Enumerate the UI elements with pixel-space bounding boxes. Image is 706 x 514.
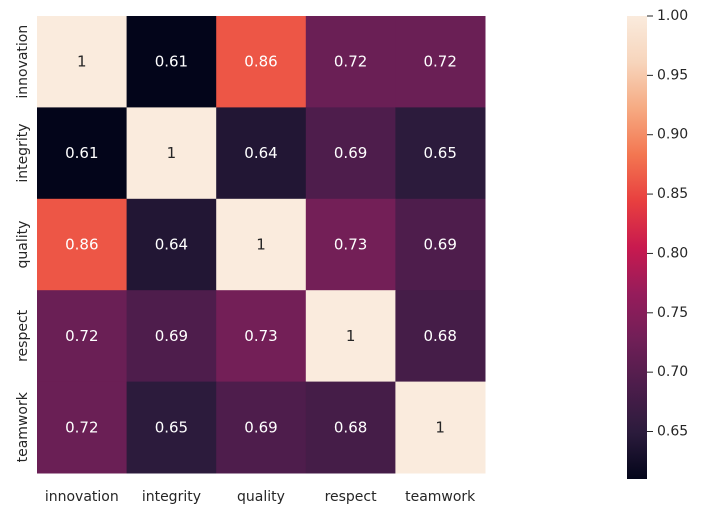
heatmap-cell-teamwork-integrity <box>126 381 217 474</box>
cell-value-label: 1 <box>167 144 177 162</box>
cell-value-label: 0.68 <box>334 418 367 436</box>
row-tick-label: integrity <box>15 124 31 183</box>
colorbar-tick-label: 0.75 <box>657 305 688 321</box>
cell-value-label: 0.64 <box>155 236 188 254</box>
cell-value-label: 0.61 <box>155 53 188 71</box>
heatmap-cell-respect-teamwork <box>395 290 486 383</box>
colorbar-tick-label: 0.85 <box>657 186 688 202</box>
row-tick-label: innovation <box>15 25 31 99</box>
heatmap-cell-integrity-integrity <box>126 107 217 200</box>
heatmap-cells <box>37 16 486 474</box>
heatmap-cell-integrity-innovation <box>37 107 128 200</box>
column-tick-label: integrity <box>142 489 201 505</box>
heatmap-cell-innovation-teamwork <box>395 16 486 108</box>
cell-value-label: 0.61 <box>65 144 98 162</box>
cell-value-label: 0.69 <box>244 418 277 436</box>
cell-value-label: 1 <box>346 327 356 345</box>
cell-value-label: 0.72 <box>65 418 98 436</box>
row-tick-label: teamwork <box>15 391 31 462</box>
cell-value-label: 0.73 <box>244 327 277 345</box>
heatmap-cell-respect-innovation <box>37 290 128 383</box>
colorbar-tick-label: 0.95 <box>657 67 688 83</box>
heatmap-cell-respect-respect <box>305 290 396 383</box>
heatmap-cell-integrity-respect <box>305 107 396 200</box>
cell-value-label: 1 <box>77 53 87 71</box>
colorbar-tick-label: 0.65 <box>657 424 688 440</box>
row-tick-labels: innovation integrity quality respect teamwor… <box>15 25 31 463</box>
column-tick-label: quality <box>237 489 285 505</box>
heatmap-cell-quality-respect <box>305 198 396 291</box>
cell-value-label: 0.86 <box>244 53 277 71</box>
colorbar-gradient <box>627 16 647 479</box>
heatmap-cell-integrity-teamwork <box>395 107 486 200</box>
row-tick-label: quality <box>15 221 31 269</box>
cell-value-label: 1 <box>435 418 445 436</box>
heatmap-cell-respect-integrity <box>126 290 217 383</box>
heatmap-cell-quality-integrity <box>126 198 217 291</box>
colorbar-tick-label: 0.90 <box>657 127 688 143</box>
heatmap-cell-innovation-innovation <box>37 16 128 108</box>
cell-value-label: 0.68 <box>423 327 456 345</box>
cell-value-label: 0.69 <box>334 144 367 162</box>
heatmap-cell-quality-quality <box>216 198 307 291</box>
heatmap-cell-teamwork-quality <box>216 381 307 474</box>
cell-value-label: 0.69 <box>155 327 188 345</box>
heatmap-cell-quality-innovation <box>37 198 128 291</box>
heatmap-cell-innovation-respect <box>305 16 396 108</box>
cell-value-label: 0.72 <box>423 53 456 71</box>
column-tick-label: respect <box>325 489 378 505</box>
column-tick-label: innovation <box>45 489 119 505</box>
column-tick-label: teamwork <box>405 489 476 505</box>
cell-value-label: 0.72 <box>334 53 367 71</box>
heatmap-cell-respect-quality <box>216 290 307 383</box>
heatmap-cell-quality-teamwork <box>395 198 486 291</box>
row-tick-label: respect <box>15 309 31 362</box>
heatmap-cell-teamwork-teamwork <box>395 381 486 474</box>
cell-value-label: 0.69 <box>423 236 456 254</box>
cell-value-label: 0.64 <box>244 144 277 162</box>
cell-value-label: 0.65 <box>155 418 188 436</box>
cell-value-label: 0.72 <box>65 327 98 345</box>
cell-value-label: 1 <box>256 236 266 254</box>
heatmap-cell-teamwork-respect <box>305 381 396 474</box>
heatmap-cell-labels: 1 0.61 0.86 0.72 0.72 0.61 1 0.64 0.69 0.65 0.86 0.… <box>65 53 457 437</box>
colorbar-tick-label: 1.00 <box>657 8 688 24</box>
heatmap-cell-innovation-quality <box>216 16 307 108</box>
colorbar-tick-label: 0.70 <box>657 364 688 380</box>
cell-value-label: 0.86 <box>65 236 98 254</box>
heatmap-cell-integrity-quality <box>216 107 307 200</box>
cell-value-label: 0.73 <box>334 236 367 254</box>
heatmap-cell-teamwork-innovation <box>37 381 128 474</box>
colorbar: 0.65 0.70 0.75 0.80 0.85 0.90 0.95 1.00 <box>627 8 688 479</box>
cell-value-label: 0.65 <box>423 144 456 162</box>
colorbar-tick-label: 0.80 <box>657 245 688 261</box>
column-tick-labels: innovation integrity quality respect teamwor… <box>45 489 476 505</box>
heatmap-cell-innovation-integrity <box>126 16 217 108</box>
